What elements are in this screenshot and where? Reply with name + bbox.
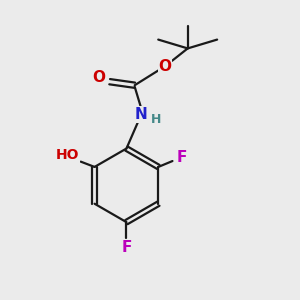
Text: F: F — [177, 150, 187, 165]
Text: O: O — [158, 58, 172, 74]
Text: H: H — [151, 113, 162, 127]
Text: HO: HO — [56, 148, 79, 162]
Text: N: N — [135, 107, 148, 122]
Text: F: F — [121, 240, 132, 255]
Text: O: O — [92, 70, 105, 85]
